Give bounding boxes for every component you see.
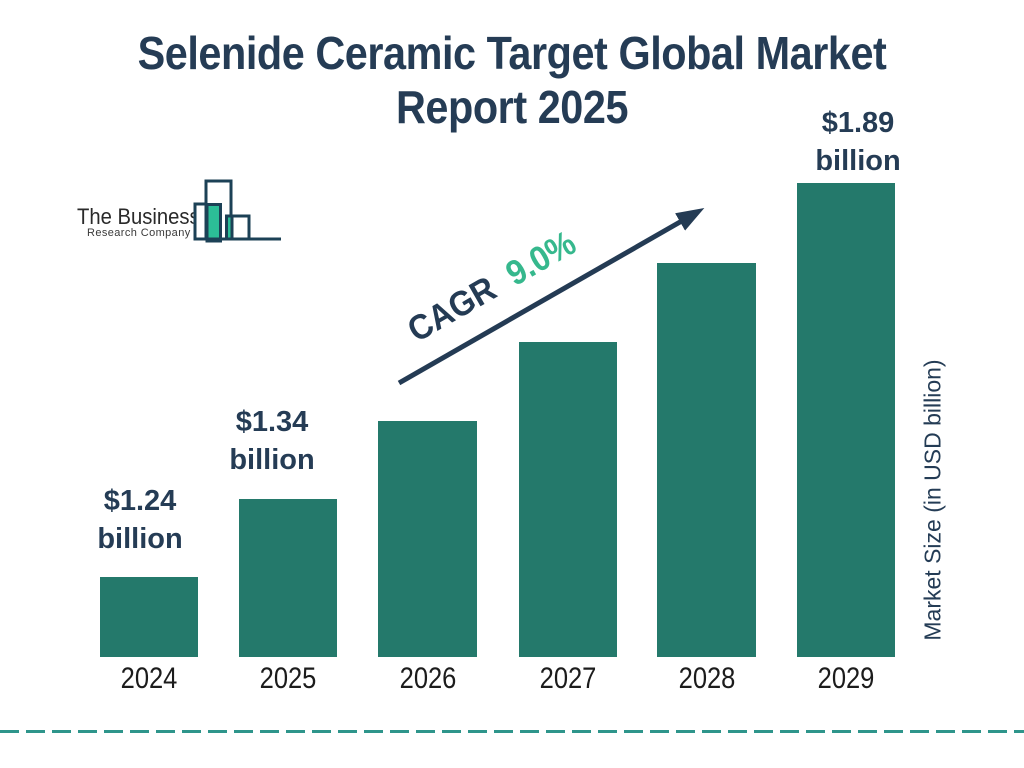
x-axis-label-2026: 2026 (399, 662, 456, 695)
bar-2026 (378, 421, 477, 657)
bottom-dashed-divider (0, 730, 1024, 733)
page-title: Selenide Ceramic Target Global Market Re… (0, 26, 1024, 134)
bar-2025 (239, 499, 337, 657)
company-logo: The Business Research Company (75, 176, 290, 248)
page-title-line-1: Selenide Ceramic Target Global Market (137, 27, 887, 79)
logo-name-line-1: The Business (77, 204, 200, 229)
bar-2028 (657, 263, 756, 657)
x-axis-label-2029: 2029 (817, 662, 875, 695)
cagr-label: CAGR (401, 268, 503, 350)
value-label-2029: $1.89 billion (815, 104, 900, 180)
x-axis-label-2024: 2024 (120, 662, 178, 695)
value-label-2025: $1.34 billion (229, 403, 314, 479)
x-axis-label-2025: 2025 (259, 662, 317, 695)
y-axis-label: Market Size (in USD billion) (919, 359, 946, 641)
bar-2029 (797, 183, 895, 657)
logo-name-line-2: Research Company (87, 227, 191, 239)
cagr-value: 9.0% (499, 223, 583, 294)
logo-bar-chart-icon (193, 179, 281, 243)
x-axis-label-2027: 2027 (539, 662, 597, 695)
value-label-line: $1.34 (235, 406, 309, 438)
cagr-annotation: CAGR9.0% (401, 223, 583, 350)
x-axis-label-2028: 2028 (678, 662, 735, 695)
value-label-2024: $1.24 billion (97, 482, 182, 558)
bar-2024 (100, 577, 198, 657)
value-label-line: billion (815, 145, 901, 177)
bar-2027 (519, 342, 617, 657)
value-label-line: $1.24 (103, 485, 177, 517)
page-title-line-2: Report 2025 (395, 81, 629, 133)
value-label-line: billion (97, 523, 183, 555)
value-label-line: $1.89 (821, 107, 895, 139)
value-label-line: billion (229, 444, 315, 476)
